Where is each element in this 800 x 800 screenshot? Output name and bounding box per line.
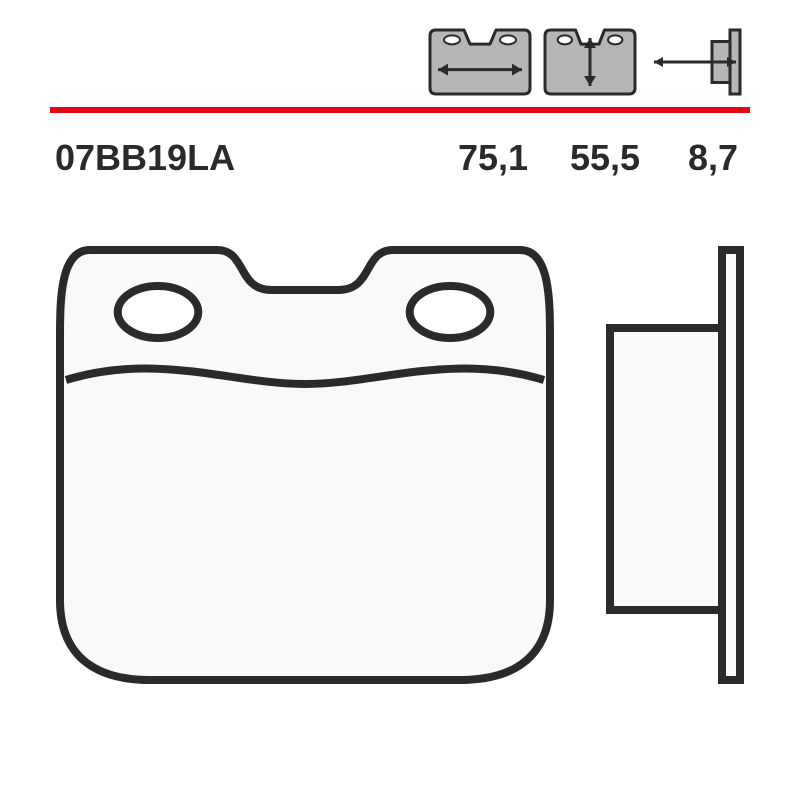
svg-text:07BB19LA: 07BB19LA (55, 137, 235, 178)
svg-text:75,1: 75,1 (458, 137, 528, 178)
svg-text:8,7: 8,7 (688, 137, 738, 178)
spec-sheet: { "colors": { "bg": "#ffffff", "stroke":… (0, 0, 800, 800)
svg-text:55,5: 55,5 (570, 137, 640, 178)
diagram-svg: 07BB19LA 75,1 55,5 8,7 (0, 0, 800, 800)
